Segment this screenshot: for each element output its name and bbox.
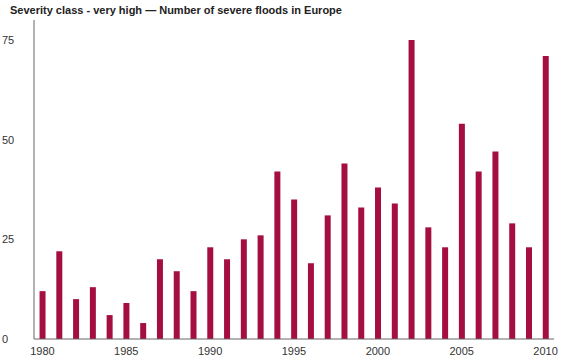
svg-text:1990: 1990	[198, 345, 222, 357]
svg-text:1995: 1995	[282, 345, 306, 357]
svg-text:50: 50	[8, 134, 14, 146]
svg-text:2005: 2005	[449, 345, 473, 357]
svg-text:1985: 1985	[114, 345, 138, 357]
svg-text:1980: 1980	[30, 345, 54, 357]
svg-text:0: 0	[8, 333, 9, 345]
svg-text:25: 25	[8, 233, 14, 245]
html-text:Severity class - very high — N: Severity class - very high — Number of s…	[10, 4, 342, 16]
svg-text:2000: 2000	[366, 345, 390, 357]
svg-text:75: 75	[8, 34, 14, 46]
svg-text:2010: 2010	[533, 345, 557, 357]
